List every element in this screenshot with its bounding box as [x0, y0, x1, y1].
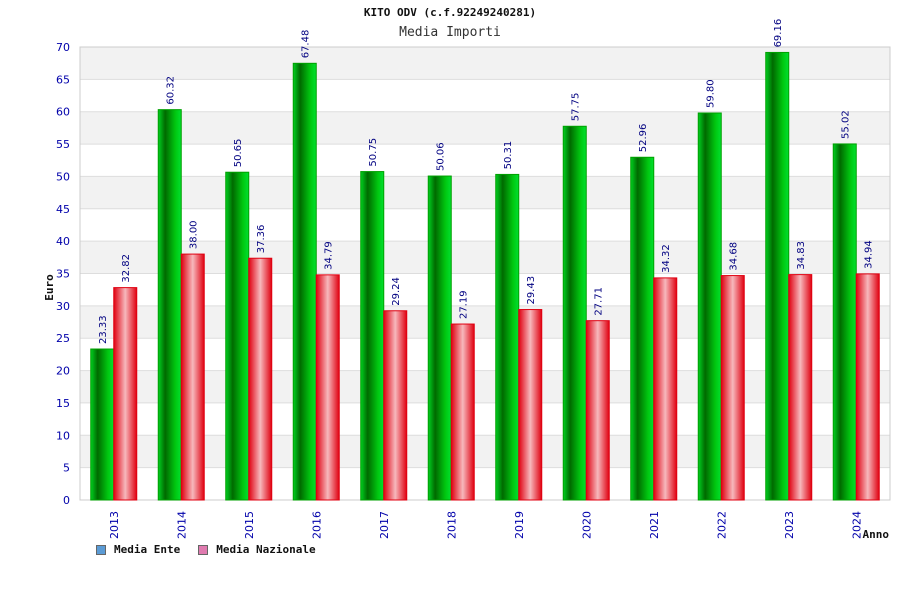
y-tick-label: 5 [63, 462, 70, 475]
x-tick-label: 2015 [243, 511, 256, 539]
data-label: 27.19 [459, 290, 470, 319]
data-label: 23.33 [98, 315, 109, 344]
bar-media-nazionale [585, 320, 610, 501]
x-tick-label: 2022 [715, 511, 728, 539]
data-label: 57.75 [571, 93, 582, 122]
data-label: 37.36 [256, 225, 267, 254]
bar-media-ente [765, 51, 790, 501]
x-tick-label: 2020 [580, 511, 593, 539]
grid-band [80, 47, 890, 80]
y-tick-label: 15 [56, 397, 70, 410]
bar-media-nazionale [383, 310, 408, 501]
chart-title: KITO ODV (c.f.92249240281) [363, 6, 537, 19]
bar-media-nazionale [180, 253, 205, 501]
y-tick-label: 50 [56, 170, 70, 183]
bar-media-ente [495, 173, 520, 501]
y-tick-label: 40 [56, 235, 70, 248]
legend-swatch-media-ente [96, 544, 106, 555]
x-tick-label: 2019 [513, 511, 526, 539]
legend-label-media-nazionale: Media Nazionale [216, 543, 316, 556]
x-tick-label: 2021 [648, 511, 661, 539]
y-tick-label: 25 [56, 332, 70, 345]
data-label: 34.94 [864, 240, 875, 269]
bar-media-ente [697, 112, 722, 501]
data-label: 50.06 [436, 142, 447, 171]
data-label: 34.32 [661, 244, 672, 273]
grid-band [80, 111, 890, 145]
bar-media-ente [90, 348, 115, 501]
legend-label-media-ente: Media Ente [114, 543, 181, 556]
y-tick-label: 10 [56, 429, 70, 442]
data-label: 34.68 [729, 242, 740, 271]
y-tick-label: 60 [56, 106, 70, 119]
data-label: 55.02 [841, 110, 852, 139]
y-tick-label: 30 [56, 300, 70, 313]
chart-legend: Media Ente Media Nazionale [96, 543, 316, 556]
legend-item-media-nazionale: Media Nazionale [198, 543, 316, 556]
data-label: 50.65 [233, 139, 244, 168]
grid-band [80, 305, 890, 339]
data-label: 59.80 [706, 79, 717, 108]
data-label: 50.31 [503, 141, 514, 170]
bar-media-ente [832, 143, 857, 501]
bar-media-ente [630, 156, 655, 501]
data-label: 29.43 [526, 276, 537, 305]
bar-media-ente [292, 62, 317, 501]
y-tick-label: 0 [63, 494, 70, 507]
bar-media-ente [427, 175, 452, 501]
x-tick-label: 2017 [378, 511, 391, 539]
data-label: 50.75 [368, 138, 379, 167]
bar-media-nazionale [315, 274, 340, 501]
bar-media-nazionale [653, 277, 678, 501]
y-tick-label: 20 [56, 365, 70, 378]
data-label: 69.16 [773, 19, 784, 48]
bar-media-ente [157, 109, 182, 501]
data-label: 34.79 [324, 241, 335, 270]
x-tick-label: 2016 [310, 511, 323, 539]
grid-band [80, 176, 890, 209]
grid-band [80, 241, 890, 274]
y-tick-label: 55 [56, 138, 70, 151]
data-label: 38.00 [189, 220, 200, 249]
x-tick-label: 2014 [175, 511, 188, 539]
data-label: 67.48 [301, 30, 312, 59]
bar-media-ente [562, 125, 587, 501]
data-label: 60.32 [166, 76, 177, 105]
bar-media-nazionale [855, 273, 880, 501]
bar-media-nazionale [450, 323, 475, 501]
grid-band [80, 370, 890, 403]
bar-media-nazionale [113, 287, 138, 501]
x-tick-label: 2024 [850, 511, 863, 539]
x-tick-label: 2018 [445, 511, 458, 539]
bar-media-ente [225, 171, 250, 501]
data-label: 52.96 [638, 124, 649, 153]
bar-media-nazionale [720, 275, 745, 501]
data-label: 29.24 [391, 277, 402, 306]
bar-media-nazionale [518, 309, 543, 501]
x-tick-label: 2023 [783, 511, 796, 539]
bar-media-ente [360, 171, 385, 501]
legend-swatch-media-nazionale [198, 544, 209, 555]
y-tick-label: 65 [56, 73, 70, 86]
legend-item-media-ente: Media Ente [96, 543, 180, 556]
x-tick-label: 2013 [108, 511, 121, 539]
y-tick-label: 70 [56, 41, 70, 54]
bar-media-nazionale [788, 274, 813, 501]
chart-subtitle: Media Importi [399, 25, 501, 40]
data-label: 34.83 [796, 241, 807, 270]
grid-band [80, 435, 890, 468]
y-axis-label: Euro [43, 274, 56, 301]
data-label: 27.71 [594, 287, 605, 316]
x-axis-label: Anno [863, 528, 890, 541]
plot-border [79, 46, 891, 501]
bar-media-nazionale [248, 257, 273, 501]
y-tick-label: 35 [56, 268, 70, 281]
data-label: 32.82 [121, 254, 132, 283]
y-tick-label: 45 [56, 203, 70, 216]
